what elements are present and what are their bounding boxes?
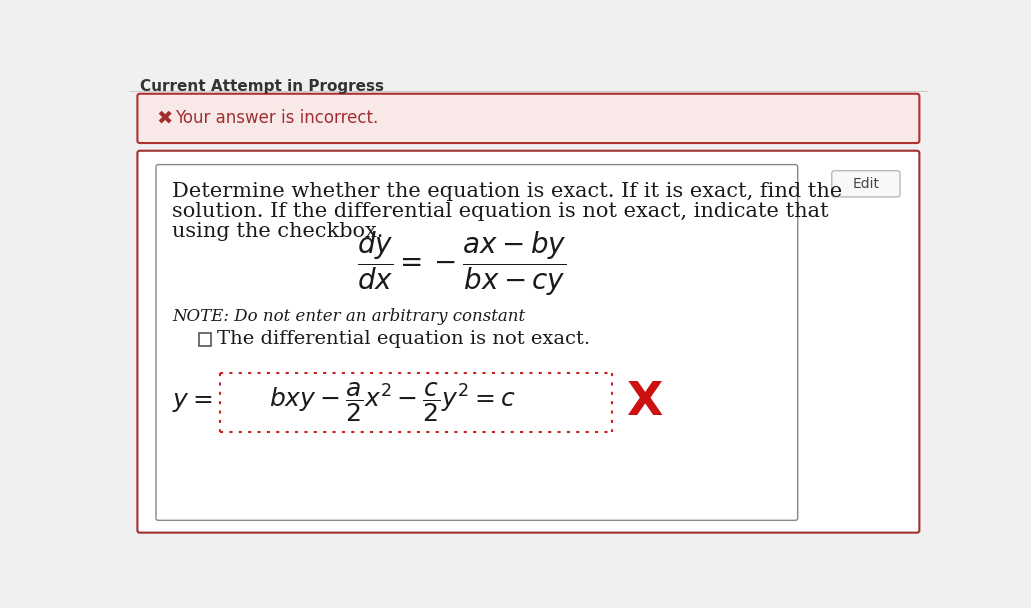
- Text: $bxy - \dfrac{a}{2}x^2 - \dfrac{c}{2}y^2 = c$: $bxy - \dfrac{a}{2}x^2 - \dfrac{c}{2}y^2…: [269, 381, 517, 424]
- FancyBboxPatch shape: [156, 165, 798, 520]
- Bar: [199, 333, 211, 345]
- Text: $\dfrac{dy}{dx} = -\dfrac{ax - by}{bx - cy}$: $\dfrac{dy}{dx} = -\dfrac{ax - by}{bx - …: [357, 230, 566, 299]
- Text: Determine whether the equation is exact. If it is exact, find the: Determine whether the equation is exact.…: [172, 182, 842, 201]
- Text: NOTE: Do not enter an arbitrary constant: NOTE: Do not enter an arbitrary constant: [172, 308, 526, 325]
- Text: ✖: ✖: [157, 109, 173, 128]
- FancyBboxPatch shape: [832, 171, 900, 197]
- FancyBboxPatch shape: [137, 151, 920, 533]
- Text: Current Attempt in Progress: Current Attempt in Progress: [140, 79, 384, 94]
- Text: using the checkbox.: using the checkbox.: [172, 223, 384, 241]
- Text: The differential equation is not exact.: The differential equation is not exact.: [218, 330, 591, 348]
- Text: solution. If the differential equation is not exact, indicate that: solution. If the differential equation i…: [172, 202, 829, 221]
- Text: Your answer is incorrect.: Your answer is incorrect.: [175, 109, 378, 128]
- Text: Edit: Edit: [853, 177, 879, 191]
- Text: X: X: [626, 380, 663, 425]
- Text: $y = $: $y = $: [172, 391, 212, 414]
- FancyBboxPatch shape: [137, 94, 920, 143]
